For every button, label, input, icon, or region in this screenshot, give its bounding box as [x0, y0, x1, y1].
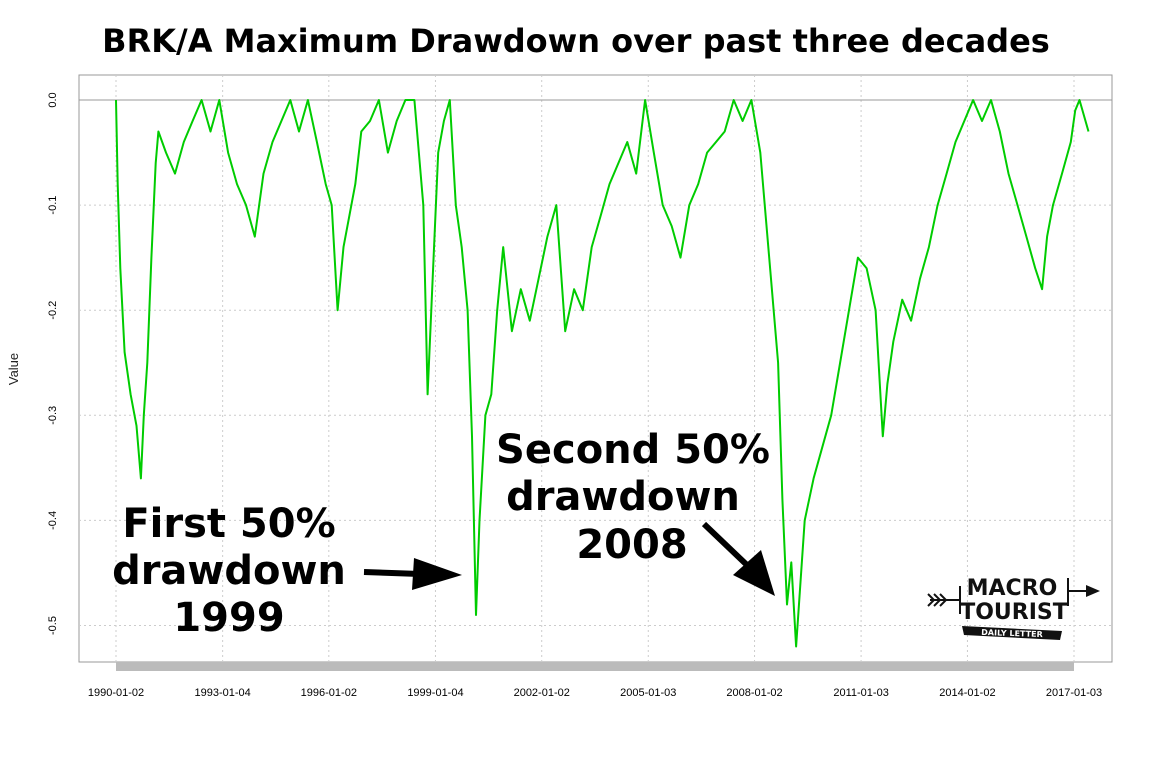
- arrow-1-head: [412, 558, 462, 590]
- annotation-1-line-1: First 50%: [122, 501, 335, 547]
- logo-line-2: TOURIST: [960, 600, 1068, 625]
- y-tick-label: 0.0: [47, 92, 59, 107]
- annotation-first-drawdown: First 50% drawdown 1999: [112, 501, 462, 641]
- arrow-2-head: [733, 550, 775, 596]
- x-tick-label: 2005-01-03: [620, 687, 676, 699]
- x-tick-label: 1993-01-04: [195, 687, 251, 699]
- x-tick-label: 1999-01-04: [407, 687, 463, 699]
- x-tick-label: 2017-01-03: [1046, 687, 1102, 699]
- arrow-1-shaft: [363, 569, 421, 577]
- annotation-2-line-2: drawdown: [506, 474, 740, 520]
- y-tick-label: -0.2: [47, 301, 59, 320]
- annotation-2-line-1: Second 50%: [496, 427, 770, 473]
- annotation-2-line-3: 2008: [576, 522, 687, 568]
- drawdown-line: [115, 99, 1090, 648]
- x-axis-bar: [116, 662, 1074, 671]
- logo-tagline: DAILY LETTER: [981, 628, 1043, 639]
- logo-arrow-fletching: [927, 593, 948, 607]
- annotation-1-line-3: 1999: [173, 595, 284, 641]
- grid-layer: [79, 75, 1112, 662]
- y-tick-label: -0.5: [47, 616, 59, 635]
- x-tick-label: 2014-01-02: [939, 687, 995, 699]
- y-tick-label: -0.3: [47, 406, 59, 425]
- macro-tourist-logo: MACRO TOURIST DAILY LETTER: [927, 576, 1100, 640]
- x-tick-label: 1990-01-02: [88, 687, 144, 699]
- x-tick-label: 2008-01-02: [726, 687, 782, 699]
- x-tick-label: 1996-01-02: [301, 687, 357, 699]
- arrow-2-shaft: [701, 521, 751, 569]
- logo-line-1: MACRO: [967, 576, 1058, 601]
- y-tick-label: -0.1: [47, 196, 59, 215]
- logo-banner: [962, 626, 1062, 640]
- annotation-1-line-2: drawdown: [112, 548, 346, 594]
- x-tick-label: 2002-01-02: [514, 687, 570, 699]
- annotation-second-drawdown: Second 50% drawdown 2008: [496, 427, 775, 596]
- x-tick-label: 2011-01-03: [833, 687, 888, 699]
- y-axis-label: Value: [6, 353, 21, 385]
- chart-title: BRK/A Maximum Drawdown over past three d…: [102, 22, 1050, 60]
- axis-layer: 0.0 -0.1 -0.2 -0.3 -0.4 -0.5 1990-01-02 1993-01…: [47, 92, 1102, 699]
- y-tick-label: -0.4: [47, 511, 59, 530]
- logo-arrow-right-head: [1086, 585, 1100, 597]
